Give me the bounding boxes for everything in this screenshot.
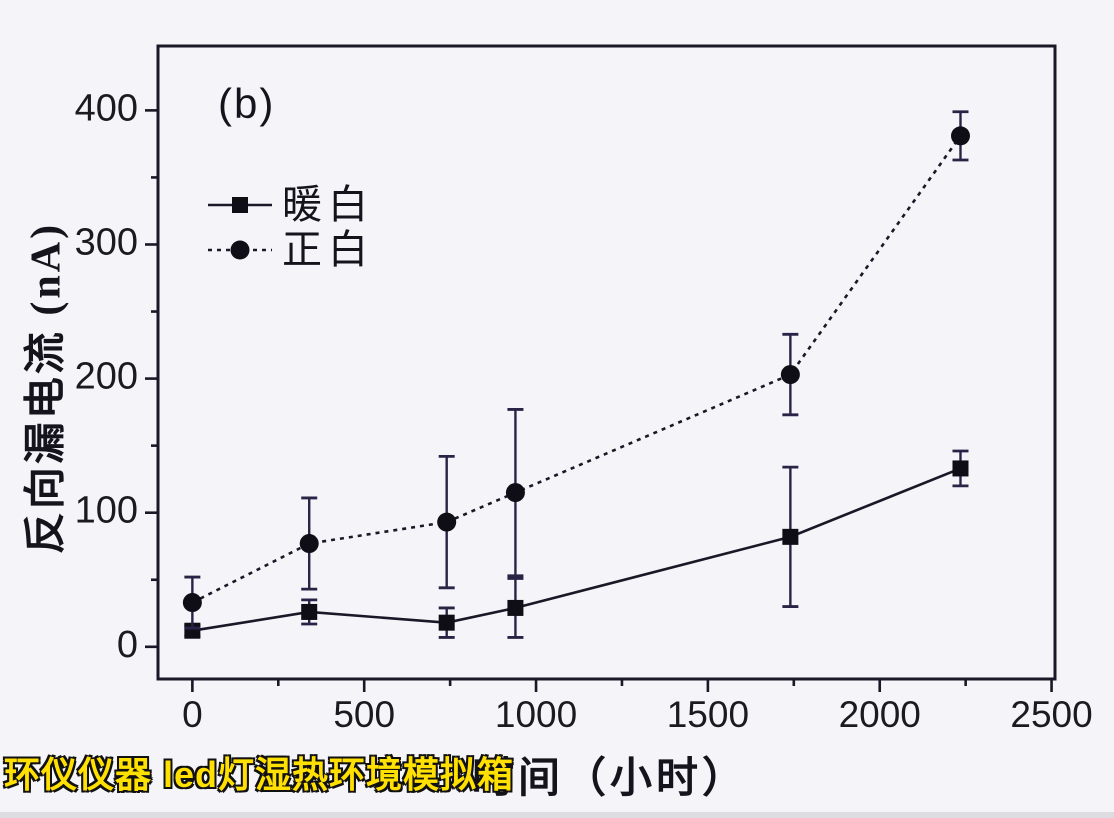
y-axis-title: 反向漏电流 (nA) — [23, 221, 70, 555]
panel-label: (b) — [218, 80, 276, 127]
y-tick-label: 400 — [75, 87, 138, 129]
y-tick-label: 300 — [75, 222, 138, 264]
watermark-text: 环仪仪器 led灯湿热环境模拟箱 — [3, 753, 515, 796]
data-point-circle — [182, 593, 202, 613]
data-point-square — [507, 599, 524, 616]
series-line-warm-white — [192, 467, 961, 633]
x-tick-label: 500 — [333, 694, 395, 735]
y-tick-label: 0 — [117, 624, 138, 666]
data-point-circle — [505, 483, 525, 503]
data-point-square — [438, 614, 455, 631]
x-tick-label: 1000 — [495, 694, 577, 735]
data-point-circle — [299, 534, 319, 554]
legend-label-pure-white: 正白 — [282, 227, 374, 272]
y-tick-label: 100 — [75, 490, 138, 532]
data-point-square — [952, 460, 969, 477]
plot-frame — [156, 44, 1057, 681]
legend-marker-circle — [230, 240, 250, 260]
data-point-circle — [437, 512, 457, 532]
legend-label-warm-white: 暖白 — [282, 182, 374, 227]
data-point-circle — [950, 126, 970, 146]
x-axis-title: 时间（小时） — [471, 756, 749, 802]
data-point-square — [782, 528, 799, 545]
y-tick-label: 200 — [75, 356, 138, 398]
legend-marker-square — [232, 197, 248, 213]
x-tick-label: 2500 — [1010, 694, 1092, 735]
data-point-circle — [780, 365, 800, 385]
x-tick-label: 0 — [182, 694, 203, 735]
x-tick-label: 2000 — [839, 694, 921, 735]
data-point-square — [301, 603, 318, 620]
x-tick-label: 1500 — [667, 694, 749, 735]
series-line-pure-white — [191, 135, 962, 604]
bottom-edge-strip — [0, 812, 1114, 818]
